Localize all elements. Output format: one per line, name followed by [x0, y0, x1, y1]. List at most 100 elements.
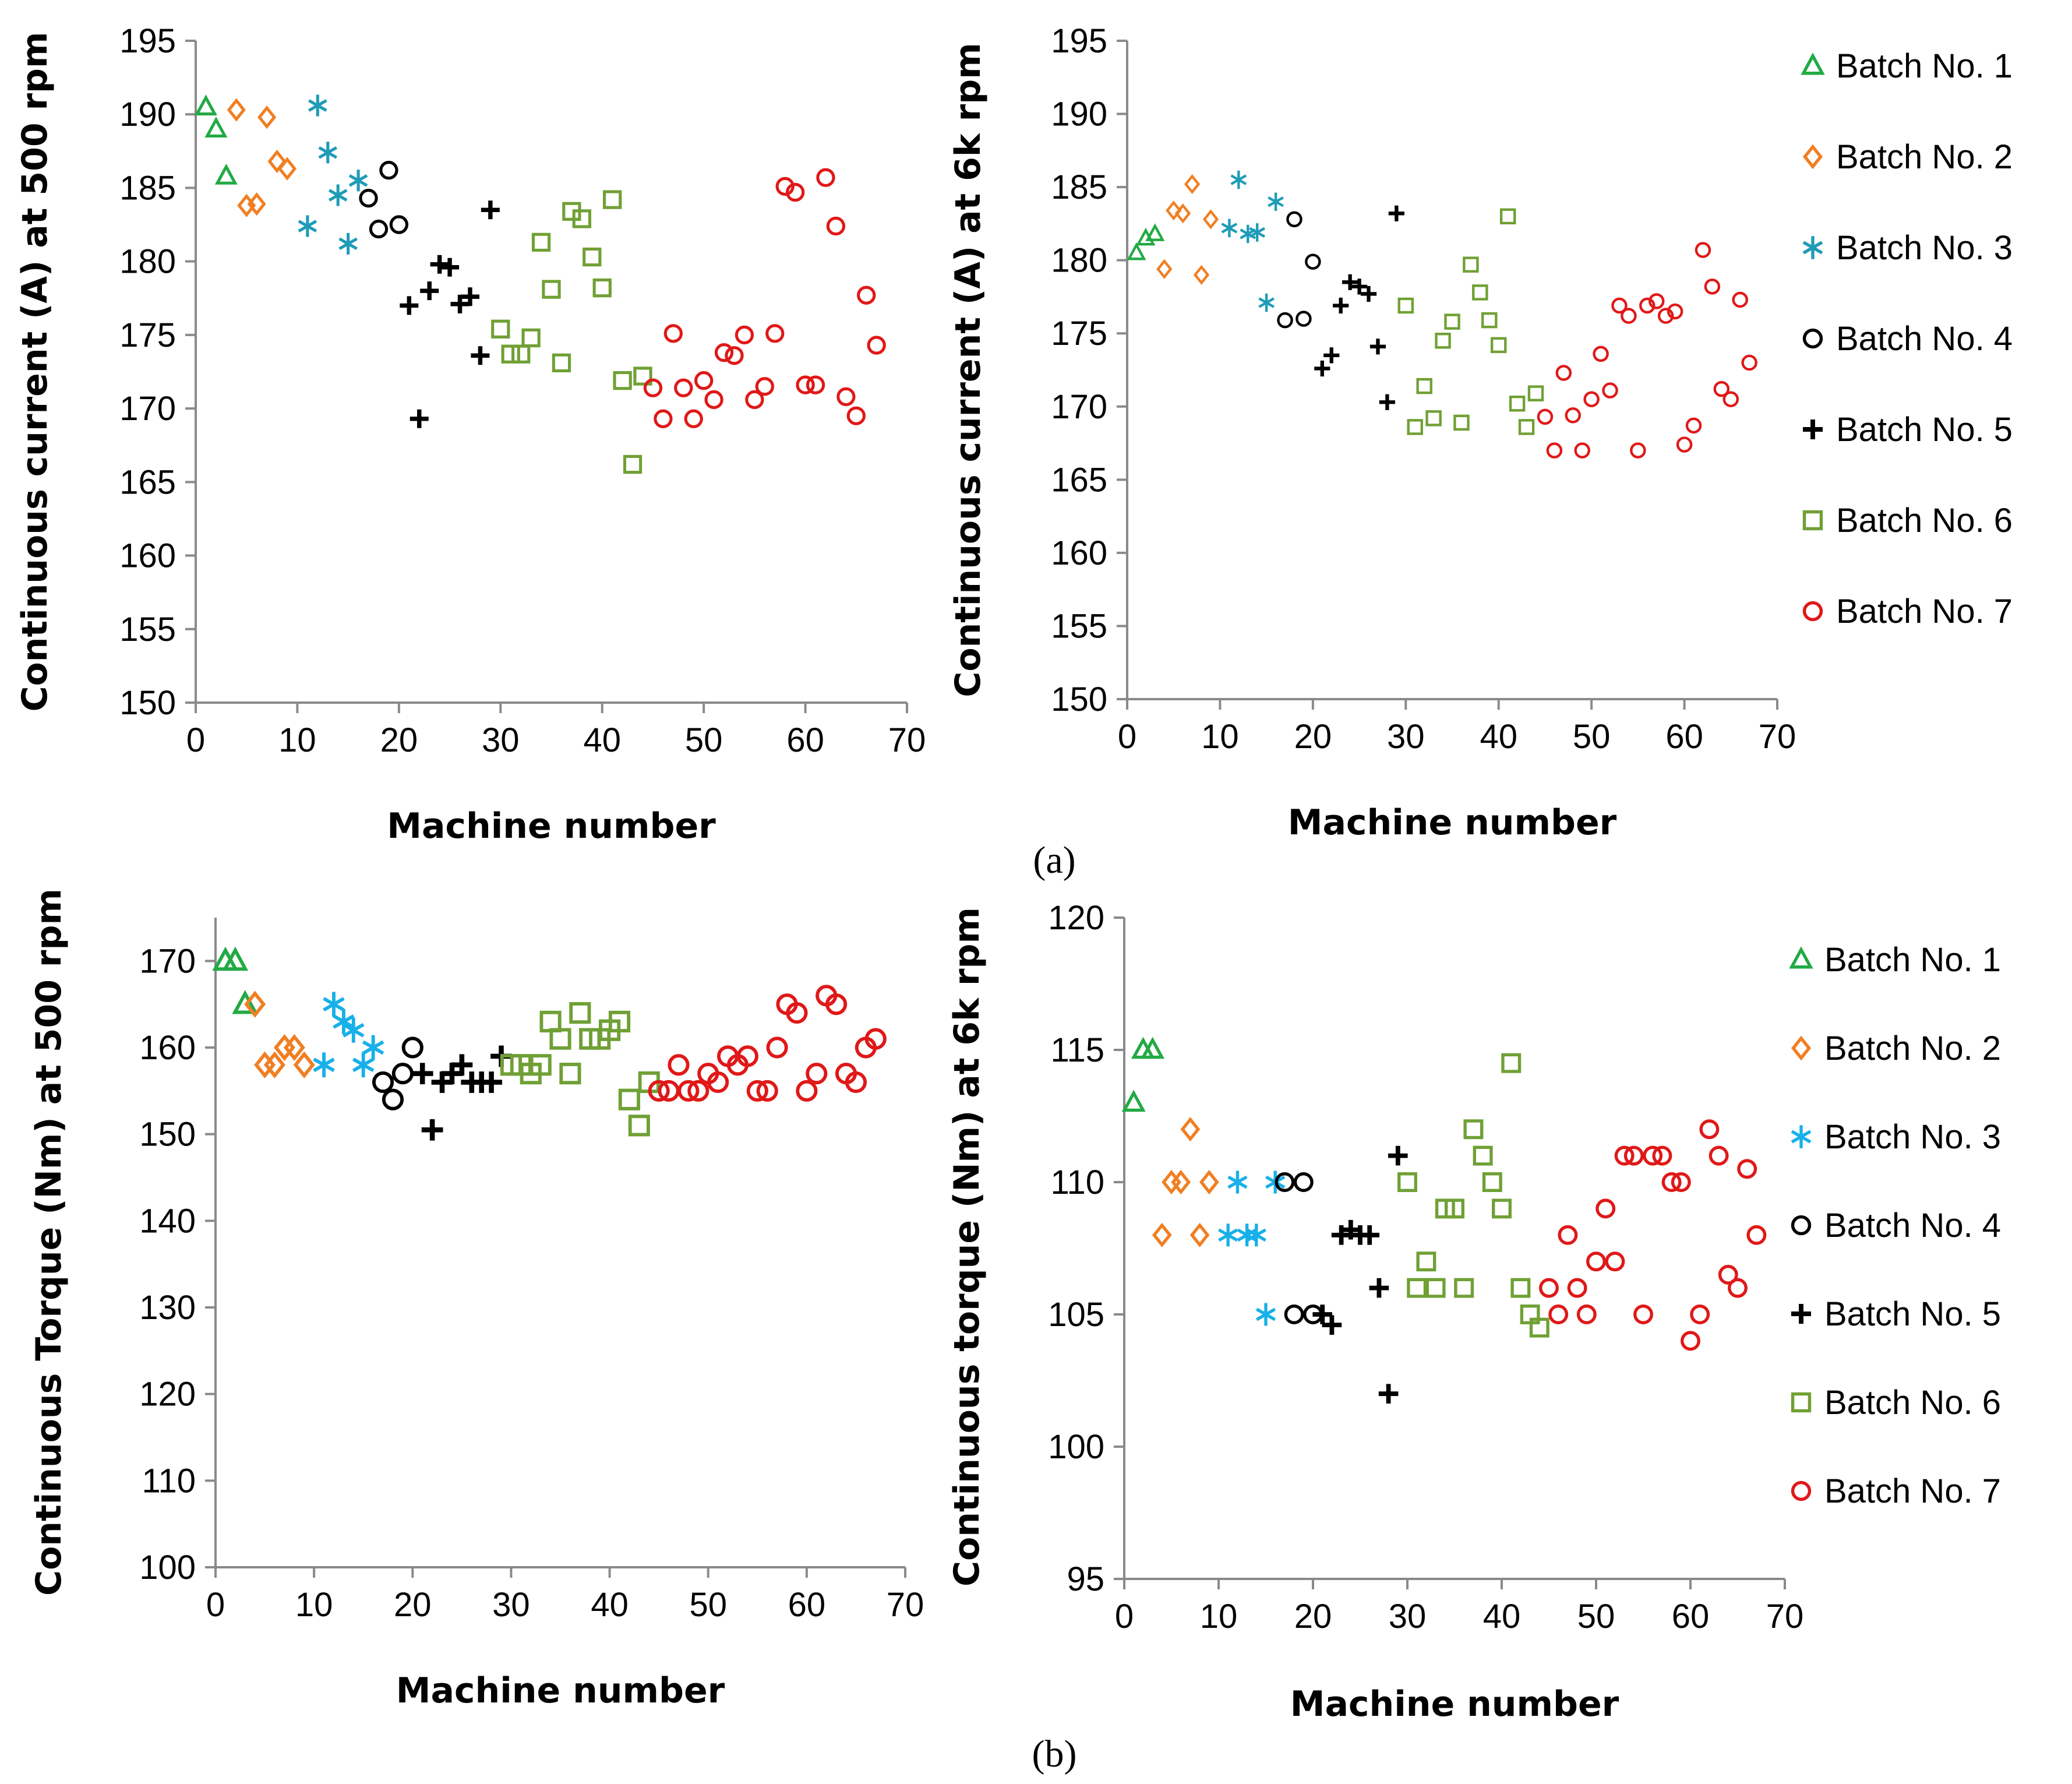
data-point: [1602, 382, 1618, 399]
data-point: [608, 1010, 631, 1032]
data-point: [816, 168, 835, 187]
y-tick-label: 95: [1067, 1560, 1104, 1598]
data-point: [1323, 347, 1340, 364]
y-axis-title: Continuous current (A) at 6k rpm: [948, 43, 989, 697]
data-point: [1416, 1251, 1436, 1272]
x-axis-title: Machine number: [387, 806, 716, 847]
data-point: [707, 1071, 729, 1094]
series-batch-no-7: [648, 985, 887, 1102]
data-point: [267, 149, 287, 174]
data-point: [1277, 312, 1293, 329]
data-point: [1388, 1145, 1408, 1166]
data-point: [1676, 436, 1693, 453]
data-point: [1492, 1198, 1512, 1219]
data-point: [1527, 385, 1544, 401]
legend-marker: [1791, 1125, 1812, 1148]
data-point: [684, 409, 703, 428]
data-point: [501, 344, 520, 364]
x-tick-label: 10: [278, 721, 316, 759]
data-point: [1218, 1224, 1238, 1247]
legend-a: Batch No. 1 Batch No. 2 Batch No. 3 Batch N…: [1801, 47, 2013, 630]
data-point: [1333, 297, 1349, 314]
data-point: [1741, 354, 1757, 371]
data-point: [298, 215, 317, 237]
data-point: [1652, 1145, 1672, 1166]
data-point: [1156, 259, 1173, 279]
data-point: [244, 990, 266, 1018]
legend-marker: [1801, 52, 1825, 75]
data-point: [1667, 303, 1683, 320]
series-batch-no-1: [1127, 223, 1165, 260]
data-point: [531, 232, 551, 252]
x-tick-label: 0: [1118, 718, 1136, 756]
data-point: [735, 325, 754, 345]
data-point: [430, 255, 449, 274]
data-point: [1293, 1172, 1314, 1192]
data-point: [1145, 223, 1165, 241]
x-tick-label: 0: [206, 1586, 225, 1624]
caption-b: (b): [1032, 1733, 1077, 1775]
data-point: [1351, 278, 1368, 295]
data-point: [825, 993, 848, 1016]
data-point: [1342, 274, 1358, 290]
data-point: [1649, 293, 1665, 309]
series-batch-no-2: [1152, 1117, 1219, 1247]
y-tick-label: 160: [119, 537, 176, 575]
x-tick-label: 10: [1201, 718, 1239, 756]
data-point: [1611, 297, 1628, 314]
data-point: [1369, 1278, 1389, 1298]
data-point: [1127, 242, 1146, 260]
y-tick-label: 155: [1051, 607, 1107, 645]
legend-marker: [1802, 601, 1823, 622]
legend-item: Batch No. 6: [1791, 1384, 2001, 1422]
data-point: [1463, 1119, 1484, 1140]
data-point: [421, 1119, 443, 1141]
data-point: [1184, 174, 1201, 195]
y-tick-label: 170: [119, 390, 176, 428]
x-tick-label: 40: [1480, 718, 1517, 756]
data-point: [1425, 1278, 1446, 1298]
data-point: [755, 377, 774, 396]
data-point: [654, 409, 673, 428]
data-point: [1737, 1159, 1757, 1179]
data-point: [323, 992, 345, 1017]
data-point: [1574, 442, 1590, 459]
chart-b-right-torque-6krpm: 95 100 105 110 115 120 0 10 20 30 40 50 60 70 Machine …: [947, 899, 1803, 1725]
data-point: [308, 94, 327, 117]
data-point: [481, 1071, 502, 1093]
data-point: [400, 296, 419, 315]
data-point: [440, 258, 460, 277]
legend-b: Batch No. 1 Batch No. 2 Batch No. 3 Batch N…: [1789, 941, 2001, 1510]
data-point: [864, 1028, 887, 1050]
data-point: [1614, 1145, 1635, 1166]
series-batch-no-4: [1277, 211, 1321, 329]
y-tick-label: 155: [119, 611, 176, 648]
y-tick-label: 120: [1048, 899, 1104, 937]
data-point: [1425, 410, 1442, 426]
legend-label: Batch No. 3: [1836, 229, 2013, 267]
legend-item: Batch No. 5: [1791, 1295, 2001, 1333]
data-point: [694, 371, 714, 390]
legend-marker: [1802, 144, 1823, 170]
data-point: [1454, 1278, 1474, 1298]
data-point: [1499, 208, 1516, 225]
data-point: [1643, 1145, 1663, 1166]
data-point: [1621, 308, 1637, 324]
data-point: [1221, 218, 1238, 238]
legend-label: Batch No. 5: [1836, 411, 2013, 449]
data-point: [836, 387, 856, 407]
data-point: [1593, 345, 1609, 362]
data-point: [736, 1045, 758, 1067]
data-point: [204, 117, 228, 138]
data-point: [1397, 297, 1414, 314]
data-point: [391, 1063, 414, 1085]
legend-label: Batch No. 2: [1824, 1029, 2001, 1067]
x-tick-label: 20: [1294, 1598, 1332, 1635]
legend-label: Batch No. 5: [1824, 1295, 2001, 1333]
data-point: [867, 336, 886, 355]
data-point: [1586, 1251, 1606, 1272]
data-point: [471, 346, 490, 365]
series-batch-no-6: [491, 190, 652, 474]
data-point: [1490, 337, 1507, 354]
data-point: [1548, 1304, 1569, 1324]
